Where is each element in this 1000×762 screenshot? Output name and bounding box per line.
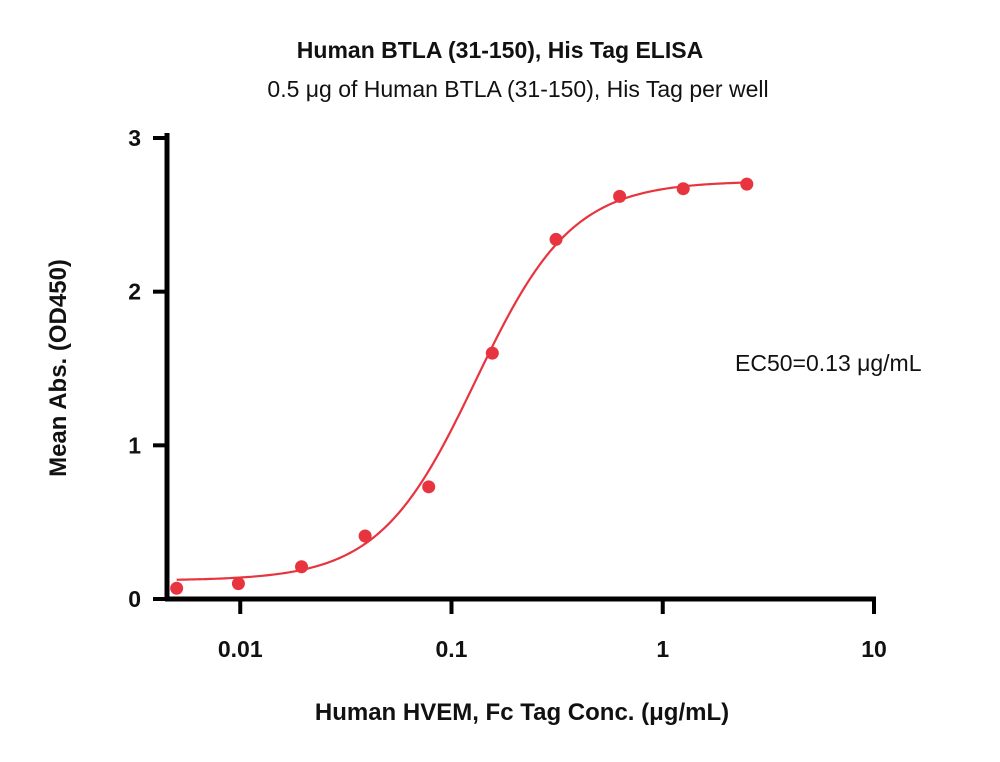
ec50-annotation: EC50=0.13 μg/mL: [735, 350, 922, 376]
chart-title: Human BTLA (31-150), His Tag ELISA: [297, 37, 703, 63]
data-point: [231, 577, 245, 591]
data-points: [170, 177, 754, 595]
fit-curve: [176, 181, 747, 581]
data-point: [485, 346, 499, 360]
y-ticks: 0 1 2 3: [128, 125, 167, 612]
y-tick-label: 3: [128, 125, 141, 151]
x-tick-label: 10: [861, 636, 887, 662]
data-point: [295, 560, 309, 574]
y-axis-label: Mean Abs. (OD450): [45, 259, 72, 477]
data-point: [358, 529, 372, 543]
x-ticks: 0.01 0.1 1 10: [218, 599, 887, 662]
y-tick-label: 1: [128, 432, 141, 458]
x-axis-label: Human HVEM, Fc Tag Conc. (μg/mL): [315, 699, 729, 726]
y-tick-label: 0: [128, 586, 141, 612]
x-tick-label: 0.1: [436, 636, 468, 662]
x-tick-label: 1: [656, 636, 669, 662]
data-point: [549, 232, 563, 246]
data-point: [613, 189, 627, 203]
data-point: [676, 182, 690, 196]
axes: [164, 133, 876, 602]
chart-subtitle: 0.5 μg of Human BTLA (31-150), His Tag p…: [267, 76, 768, 102]
data-point: [170, 581, 184, 595]
data-point: [422, 480, 436, 494]
x-tick-label: 0.01: [218, 636, 263, 662]
data-point: [740, 177, 754, 191]
y-tick-label: 2: [128, 279, 141, 305]
